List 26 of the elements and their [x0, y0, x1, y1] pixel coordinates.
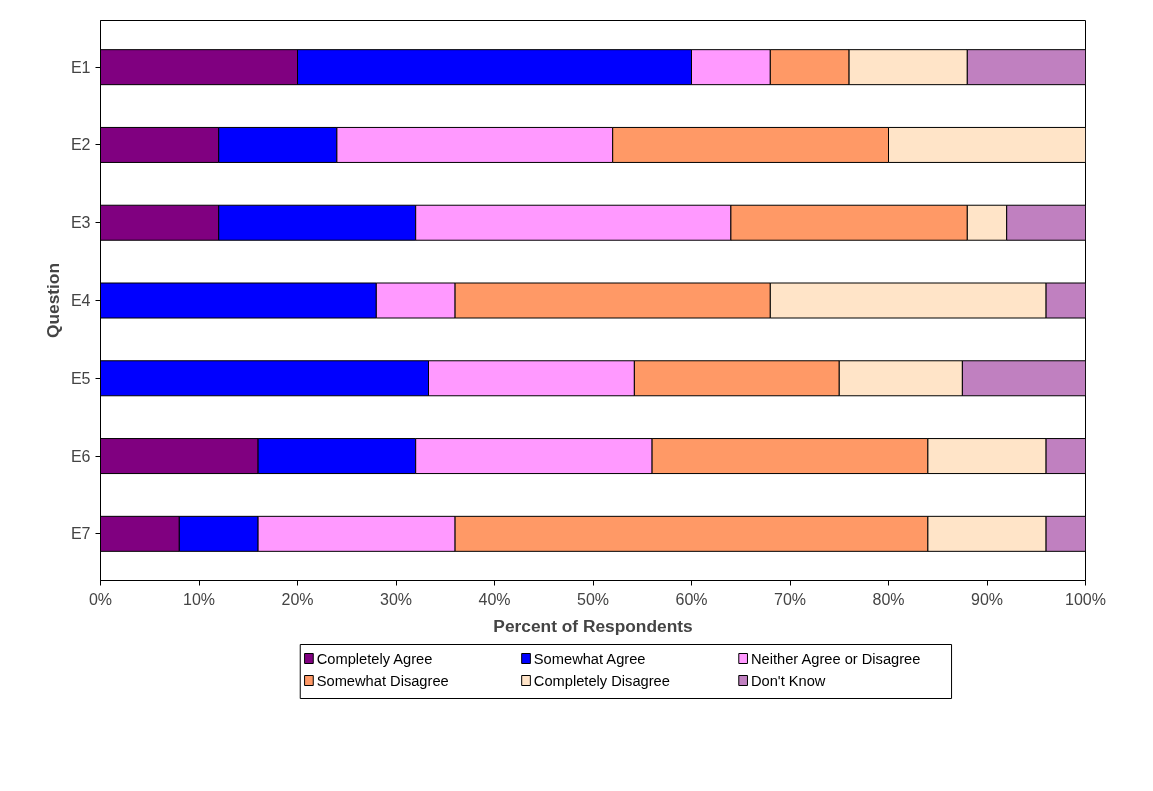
y-tick-label: E1	[70, 58, 91, 76]
legend-label: Completely Agree	[316, 650, 433, 667]
x-tick-label: 70%	[773, 590, 807, 608]
y-tick-label: E2	[70, 136, 91, 154]
x-tick-label: 30%	[379, 590, 413, 608]
y-tick-label: E4	[70, 292, 91, 309]
x-tick-label: 40%	[478, 590, 511, 608]
y-tick-label: E3	[70, 214, 91, 232]
legend-label: Somewhat Agree	[533, 650, 646, 667]
x-tick-label: 20%	[281, 590, 314, 608]
x-tick-label: 80%	[872, 590, 905, 608]
legend-label: Somewhat Disagree	[316, 672, 449, 689]
legend-label: Completely Disagree	[533, 672, 670, 689]
x-tick-label: 60%	[675, 590, 708, 608]
legend-label: Neither Agree or Disagree	[750, 650, 921, 667]
x-tick-label: 50%	[576, 590, 610, 608]
legend-label: Don't Know	[750, 672, 826, 689]
y-tick-label: E6	[70, 447, 91, 465]
y-tick-label: E7	[70, 525, 91, 543]
y-axis-title: Question	[42, 262, 63, 339]
x-axis-title: Percent of Respondents	[493, 615, 693, 636]
y-tick-label: E5	[70, 369, 91, 387]
x-tick-label: 100%	[1065, 590, 1106, 608]
x-tick-label: 0%	[88, 590, 113, 608]
x-tick-label: 90%	[970, 590, 1004, 608]
x-tick-label: 10%	[182, 590, 216, 608]
